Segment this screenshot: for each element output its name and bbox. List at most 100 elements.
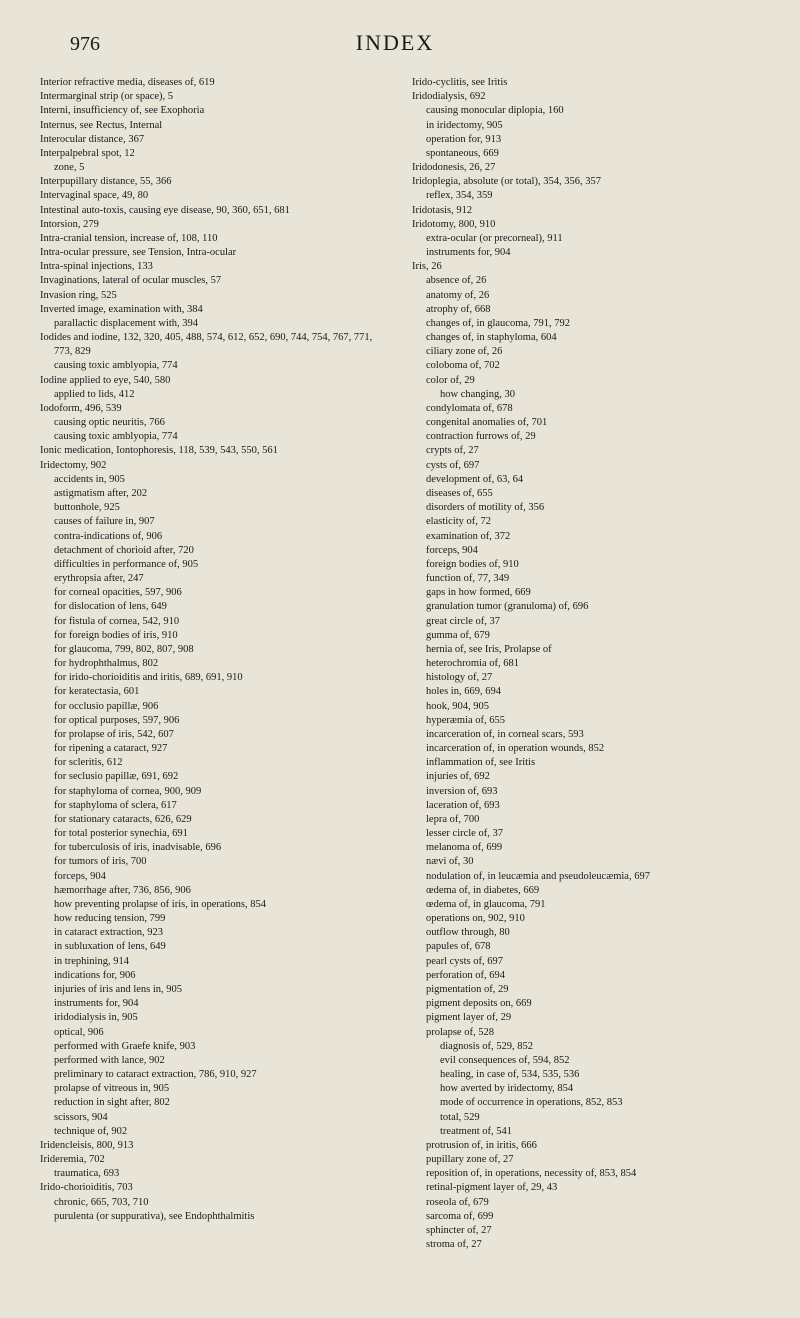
index-entry: accidents in, 905 [40, 473, 388, 487]
index-entry: great circle of, 37 [412, 615, 760, 629]
index-entry: in iridectomy, 905 [412, 119, 760, 133]
index-entry: disorders of motility of, 356 [412, 501, 760, 515]
index-entry: papules of, 678 [412, 940, 760, 954]
index-entry: for keratectasia, 601 [40, 685, 388, 699]
index-entry: for scleritis, 612 [40, 756, 388, 770]
index-entry: for glaucoma, 799, 802, 807, 908 [40, 643, 388, 657]
index-entry: cysts of, 697 [412, 459, 760, 473]
index-entry: causes of failure in, 907 [40, 515, 388, 529]
index-entry: gaps in how formed, 669 [412, 586, 760, 600]
index-entry: for corneal opacities, 597, 906 [40, 586, 388, 600]
index-entry: in cataract extraction, 923 [40, 926, 388, 940]
index-entry: incarceration of, in operation wounds, 8… [412, 742, 760, 756]
index-entry: for optical purposes, 597, 906 [40, 714, 388, 728]
index-entry: Interpalpebral spot, 12 [40, 147, 388, 161]
index-entry: foreign bodies of, 910 [412, 558, 760, 572]
index-entry: for prolapse of iris, 542, 607 [40, 728, 388, 742]
index-entry: retinal-pigment layer of, 29, 43 [412, 1181, 760, 1195]
index-entry: preliminary to cataract extraction, 786,… [40, 1068, 388, 1082]
index-entry: diagnosis of, 529, 852 [412, 1040, 760, 1054]
index-entry: Invaginations, lateral of ocular muscles… [40, 274, 388, 288]
index-entry: Iodine applied to eye, 540, 580 [40, 374, 388, 388]
index-entry: forceps, 904 [40, 870, 388, 884]
index-entry: roseola of, 679 [412, 1196, 760, 1210]
page-header: 976 INDEX [40, 30, 760, 56]
index-entry: treatment of, 541 [412, 1125, 760, 1139]
index-entry: Intermarginal strip (or space), 5 [40, 90, 388, 104]
index-entry: pupillary zone of, 27 [412, 1153, 760, 1167]
index-entry: operations on, 902, 910 [412, 912, 760, 926]
index-entry: holes in, 669, 694 [412, 685, 760, 699]
index-entry: performed with Graefe knife, 903 [40, 1040, 388, 1054]
index-entry: lesser circle of, 37 [412, 827, 760, 841]
index-entry: development of, 63, 64 [412, 473, 760, 487]
index-entry: hook, 904, 905 [412, 700, 760, 714]
index-entry: hernia of, see Iris, Prolapse of [412, 643, 760, 657]
index-entry: how preventing prolapse of iris, in oper… [40, 898, 388, 912]
index-entry: purulenta (or suppurativa), see Endophth… [40, 1210, 388, 1224]
index-entry: for occlusio papillæ, 906 [40, 700, 388, 714]
index-entry: Interpupillary distance, 55, 366 [40, 175, 388, 189]
index-entry: for seclusio papillæ, 691, 692 [40, 770, 388, 784]
index-entry: prolapse of, 528 [412, 1026, 760, 1040]
index-entry: Iridencleisis, 800, 913 [40, 1139, 388, 1153]
index-entry: for tuberculosis of iris, inadvisable, 6… [40, 841, 388, 855]
index-entry: injuries of, 692 [412, 770, 760, 784]
index-entry: coloboma of, 702 [412, 359, 760, 373]
index-entry: for irido-chorioiditis and iritis, 689, … [40, 671, 388, 685]
index-entry: for hydrophthalmus, 802 [40, 657, 388, 671]
index-entry: Invasion ring, 525 [40, 289, 388, 303]
index-entry: heterochromia of, 681 [412, 657, 760, 671]
index-entry: Intestinal auto-toxis, causing eye disea… [40, 204, 388, 218]
index-columns: Interior refractive media, diseases of, … [40, 76, 760, 1252]
page-title: INDEX [356, 30, 434, 56]
index-entry: color of, 29 [412, 374, 760, 388]
index-entry: causing toxic amblyopia, 774 [40, 359, 388, 373]
index-entry: Iodides and iodine, 132, 320, 405, 488, … [40, 331, 388, 359]
index-entry: œdema of, in glaucoma, 791 [412, 898, 760, 912]
index-entry: causing optic neuritis, 766 [40, 416, 388, 430]
index-entry: for staphyloma of cornea, 900, 909 [40, 785, 388, 799]
index-entry: ciliary zone of, 26 [412, 345, 760, 359]
index-entry: gumma of, 679 [412, 629, 760, 643]
index-entry: Iridotomy, 800, 910 [412, 218, 760, 232]
index-entry: atrophy of, 668 [412, 303, 760, 317]
index-entry: Ionic medication, Iontophoresis, 118, 53… [40, 444, 388, 458]
index-entry: histology of, 27 [412, 671, 760, 685]
index-entry: for stationary cataracts, 626, 629 [40, 813, 388, 827]
index-entry: Iris, 26 [412, 260, 760, 274]
index-entry: Irideremia, 702 [40, 1153, 388, 1167]
index-entry: Iodoform, 496, 539 [40, 402, 388, 416]
index-entry: congenital anomalies of, 701 [412, 416, 760, 430]
left-column: Interior refractive media, diseases of, … [40, 76, 388, 1252]
index-entry: outflow through, 80 [412, 926, 760, 940]
index-entry: absence of, 26 [412, 274, 760, 288]
index-entry: chronic, 665, 703, 710 [40, 1196, 388, 1210]
index-entry: for ripening a cataract, 927 [40, 742, 388, 756]
index-entry: inflammation of, see Iritis [412, 756, 760, 770]
index-entry: nævi of, 30 [412, 855, 760, 869]
index-entry: applied to lids, 412 [40, 388, 388, 402]
index-entry: zone, 5 [40, 161, 388, 175]
index-entry: incarceration of, in corneal scars, 593 [412, 728, 760, 742]
index-entry: Inverted image, examination with, 384 [40, 303, 388, 317]
index-entry: injuries of iris and lens in, 905 [40, 983, 388, 997]
index-entry: changes of, in glaucoma, 791, 792 [412, 317, 760, 331]
right-column: Irido-cyclitis, see IritisIridodialysis,… [412, 76, 760, 1252]
index-entry: crypts of, 27 [412, 444, 760, 458]
index-entry: reflex, 354, 359 [412, 189, 760, 203]
index-entry: for foreign bodies of iris, 910 [40, 629, 388, 643]
index-entry: how changing, 30 [412, 388, 760, 402]
index-entry: hæmorrhage after, 736, 856, 906 [40, 884, 388, 898]
index-entry: Interni, insufficiency of, see Exophoria [40, 104, 388, 118]
index-entry: pearl cysts of, 697 [412, 955, 760, 969]
index-entry: œdema of, in diabetes, 669 [412, 884, 760, 898]
index-entry: evil consequences of, 594, 852 [412, 1054, 760, 1068]
index-entry: sarcoma of, 699 [412, 1210, 760, 1224]
index-entry: lepra of, 700 [412, 813, 760, 827]
index-entry: extra-ocular (or precorneal), 911 [412, 232, 760, 246]
index-entry: Interocular distance, 367 [40, 133, 388, 147]
index-entry: in trephining, 914 [40, 955, 388, 969]
index-entry: elasticity of, 72 [412, 515, 760, 529]
index-entry: Intra-ocular pressure, see Tension, Intr… [40, 246, 388, 260]
